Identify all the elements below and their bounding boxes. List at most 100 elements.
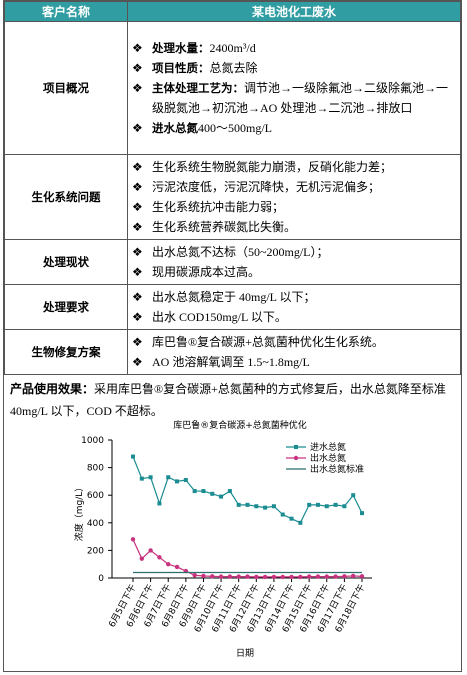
- item-text: 总氮去除: [209, 61, 258, 75]
- point: [262, 574, 268, 580]
- point: [192, 489, 197, 494]
- bullet-icon: ❖: [132, 335, 143, 349]
- row-label: 项目概况: [4, 21, 128, 155]
- y-tick-label: 600: [87, 491, 104, 501]
- point: [350, 573, 356, 579]
- point: [360, 511, 364, 516]
- point: [315, 502, 320, 507]
- point: [157, 501, 162, 506]
- row-content: ❖ 出水总氮稳定于 40mg/L 以下； ❖ 出水 COD150mg/L 以下。: [127, 284, 461, 330]
- bullet-item: ❖ 生化系统营养碳氮比失衡。: [132, 217, 456, 237]
- point: [342, 574, 347, 579]
- bullet-item: ❖ 主体处理工艺为：调节池→一级除氟池→二级除氟池→一级脱氮池→初沉池→AO 处理…: [132, 78, 456, 118]
- table-row: 处理现状 ❖ 出水总氮不达标（50~200mg/L）； ❖ 现用碳源成本过高。: [4, 239, 461, 285]
- legend-label: 出水总氮标准: [310, 463, 364, 475]
- point: [218, 574, 224, 579]
- y-tick-label: 200: [87, 546, 104, 556]
- bullet-icon: ❖: [132, 180, 143, 194]
- effect-text: 采用库巴鲁®复合碳源+总氮菌种的方式修复后，出水总氮降至标准 40mg/L 以下…: [10, 382, 446, 418]
- point: [298, 520, 303, 525]
- table-row: 项目概况 ❖ 处理水量：2400m³/d ❖ 项目性质：总氮去除 ❖ 主体处理工艺为：调节池…: [4, 21, 461, 155]
- bullet-item: ❖ 生化系统生物脱氮能力崩溃，反硝化能力差；: [132, 157, 456, 177]
- point: [174, 564, 180, 570]
- header-cell: 某电池化工废水: [127, 1, 461, 22]
- point: [166, 475, 171, 480]
- item-label: 主体处理工艺为：: [152, 81, 244, 95]
- legend-marker: [294, 445, 298, 449]
- point: [254, 574, 259, 580]
- item-text: 现用碳源成本过高。: [152, 265, 261, 279]
- point: [219, 494, 224, 499]
- point: [342, 504, 347, 509]
- legend-marker: [293, 455, 299, 461]
- point: [227, 574, 233, 579]
- point: [148, 548, 153, 553]
- point: [307, 502, 312, 507]
- bullet-item: ❖ 污泥浓度低，污泥沉降快，无机污泥偏多；: [132, 177, 456, 197]
- row-label: 生物修复方案: [4, 329, 128, 375]
- y-axis-label: 浓度（mg/L）: [73, 483, 85, 542]
- bullet-item: ❖ 项目性质：总氮去除: [132, 58, 456, 78]
- chart-title: 库巴鲁®复合碳源+总氮菌种优化: [173, 419, 307, 431]
- point: [315, 574, 321, 579]
- point: [227, 489, 232, 494]
- row-label: 处理现状: [4, 239, 128, 285]
- point: [289, 516, 294, 521]
- item-text: 调节池→一级除氟池→二级除氟池→一级脱氮池→初沉池→AO 处理池→二沉池→排放口: [152, 81, 449, 115]
- bullet-item: ❖ 生化系统抗冲击能力弱；: [132, 197, 456, 217]
- point: [324, 504, 329, 509]
- item-text: 出水 COD150mg/L 以下。: [152, 310, 287, 324]
- item-text: AO 池溶解氧调至 1.5~1.8mg/L: [152, 355, 310, 369]
- point: [139, 556, 145, 561]
- bullet-item: ❖ AO 池溶解氧调至 1.5~1.8mg/L: [132, 352, 456, 372]
- y-tick-label: 1000: [81, 436, 104, 446]
- legend-label: 进水总氮: [310, 441, 346, 453]
- item-label: 进水总氮: [152, 121, 198, 135]
- bullet-item: ❖ 进水总氮400～500mg/L: [132, 118, 456, 138]
- y-tick-label: 400: [87, 519, 104, 529]
- point: [280, 574, 285, 580]
- item-label: 项目性质：: [152, 61, 210, 75]
- item-text: 2400m³/d: [209, 41, 256, 55]
- point: [306, 574, 312, 579]
- bullet-item: ❖ 出水总氮稳定于 40mg/L 以下；: [132, 287, 456, 307]
- point: [351, 493, 356, 498]
- bullet-icon: ❖: [132, 290, 143, 304]
- legend-label: 出水总氮: [310, 452, 346, 464]
- point: [271, 574, 277, 580]
- point: [148, 475, 153, 480]
- point: [236, 502, 241, 507]
- point: [192, 573, 197, 578]
- point: [210, 574, 215, 579]
- point: [298, 574, 303, 580]
- point: [166, 562, 171, 567]
- document: 客户名称 某电池化工废水 项目概况 ❖ 处理水量：2400m³/d ❖ 项目性质：总氮去除…: [3, 0, 462, 672]
- bullet-icon: ❖: [132, 81, 143, 95]
- item-label: 处理水量：: [152, 41, 210, 55]
- bullet-icon: ❖: [132, 245, 143, 259]
- chart: 库巴鲁®复合碳源+总氮菌种优化 浓度（mg/L） 日期 0 200 400 600 80…: [73, 419, 372, 659]
- bullet-item: ❖ 处理水量：2400m³/d: [132, 38, 456, 58]
- info-table: 客户名称 某电池化工废水 项目概况 ❖ 处理水量：2400m³/d ❖ 项目性质：总氮去除…: [4, 1, 461, 375]
- point: [131, 454, 135, 459]
- point: [236, 574, 241, 579]
- point: [201, 489, 206, 494]
- row-content: ❖ 处理水量：2400m³/d ❖ 项目性质：总氮去除 ❖ 主体处理工艺为：调节池→一级除…: [127, 21, 461, 155]
- bullet-item: ❖ 库巴鲁®复合碳源+总氮菌种优化生化系统。: [132, 332, 456, 352]
- point: [263, 505, 268, 510]
- bullet-icon: ❖: [132, 121, 143, 135]
- point: [210, 491, 215, 496]
- point: [289, 574, 294, 580]
- item-text: 库巴鲁®复合碳源+总氮菌种优化生化系统。: [152, 335, 384, 349]
- row-content: ❖ 库巴鲁®复合碳源+总氮菌种优化生化系统。 ❖ AO 池溶解氧调至 1.5~1.8m…: [127, 329, 461, 375]
- point: [359, 574, 365, 579]
- point: [271, 504, 276, 509]
- item-text: 生化系统抗冲击能力弱；: [152, 200, 285, 214]
- table-row: 处理要求 ❖ 出水总氮稳定于 40mg/L 以下； ❖ 出水 COD150mg/L 以下…: [4, 284, 461, 330]
- point: [333, 502, 338, 507]
- bullet-icon: ❖: [132, 355, 143, 369]
- effect-paragraph: 产品使用效果：采用库巴鲁®复合碳源+总氮菌种的方式修复后，出水总氮降至标准 40…: [4, 375, 461, 425]
- bullet-icon: ❖: [132, 41, 143, 55]
- row-content: ❖ 生化系统生物脱氮能力崩溃，反硝化能力差； ❖ 污泥浓度低，污泥沉降快，无机污泥偏多…: [127, 154, 461, 240]
- bullet-icon: ❖: [132, 160, 143, 174]
